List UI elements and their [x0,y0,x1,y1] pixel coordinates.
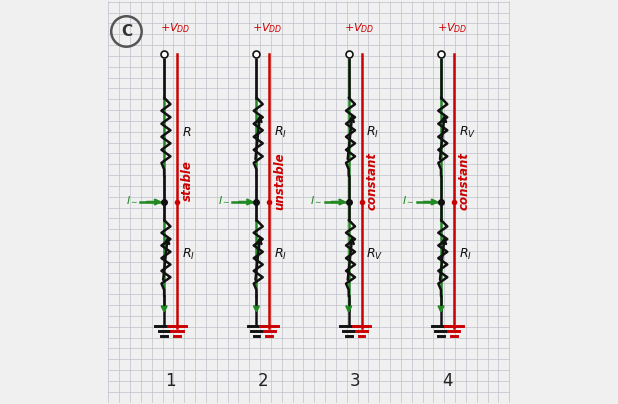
Text: stable: stable [180,160,193,201]
Text: $+V_{DD}$: $+V_{DD}$ [252,22,282,36]
Text: $+V_{DD}$: $+V_{DD}$ [436,22,467,36]
Text: $+V_{DD}$: $+V_{DD}$ [159,22,190,36]
Text: $R_{I}$: $R_{I}$ [182,246,195,262]
Text: $R_{I}$: $R_{I}$ [274,246,287,262]
Text: $I_{\sim}$: $I_{\sim}$ [125,195,138,205]
Text: 3: 3 [350,372,360,389]
Text: $I_{\sim}$: $I_{\sim}$ [218,195,231,205]
Text: 2: 2 [258,372,268,389]
Text: $R_{I}$: $R_{I}$ [274,125,287,140]
Text: 4: 4 [442,372,452,389]
Text: $R_{I}$: $R_{I}$ [366,125,379,140]
Text: unstable: unstable [273,152,286,210]
Text: $R_{I}$: $R_{I}$ [459,246,472,262]
Text: $I_{\sim}$: $I_{\sim}$ [310,195,323,205]
Text: $R$: $R$ [182,126,192,139]
Text: C: C [121,24,132,39]
Text: $R_{V}$: $R_{V}$ [366,246,384,262]
Text: constant: constant [365,152,378,210]
Text: constant: constant [457,152,470,210]
Text: $R_{V}$: $R_{V}$ [459,125,476,140]
Text: 1: 1 [165,372,176,389]
Text: $+V_{DD}$: $+V_{DD}$ [344,22,375,36]
Text: $I_{\sim}$: $I_{\sim}$ [402,195,415,205]
